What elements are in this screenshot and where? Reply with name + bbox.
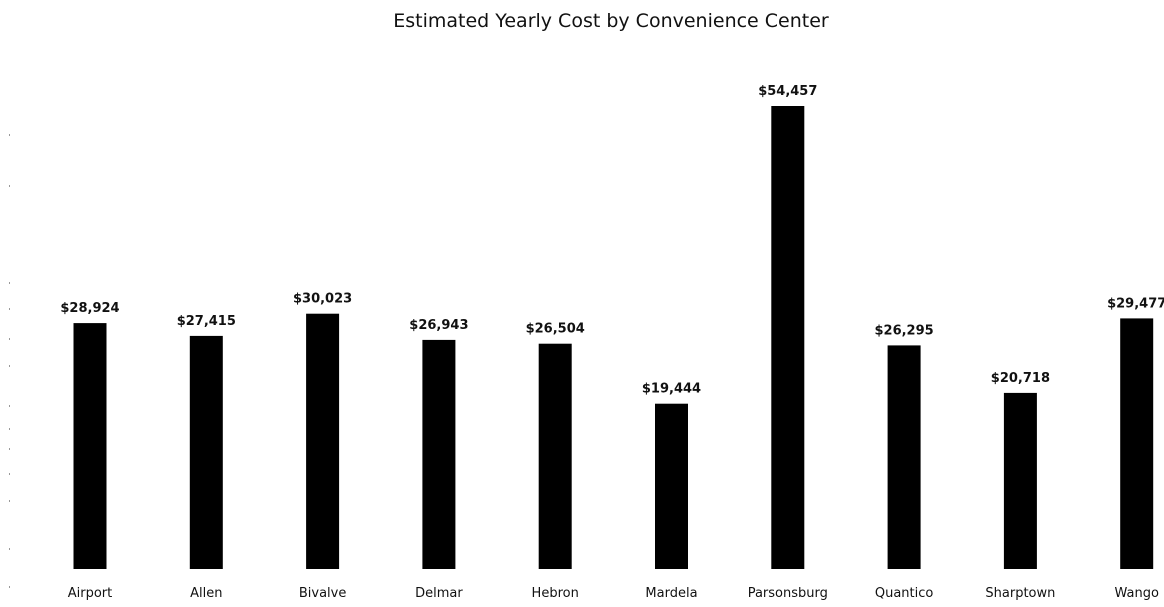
data-label-hebron: $26,504 bbox=[526, 322, 585, 337]
bar-series bbox=[73, 106, 1154, 569]
bar-parsonsburg bbox=[771, 106, 805, 569]
bar-bivalve bbox=[306, 313, 340, 569]
left-edge-marks bbox=[9, 134, 10, 588]
bar-mardela bbox=[655, 403, 688, 569]
category-axis-labels: Airport Allen Bivalve Delmar Hebron Mardela Pa… bbox=[68, 586, 1159, 601]
category-label-sharptown: Sharptown bbox=[985, 586, 1055, 601]
bar-airport bbox=[73, 323, 107, 569]
scan-mark bbox=[9, 134, 10, 136]
scan-mark bbox=[9, 500, 10, 502]
data-label-delmar: $26,943 bbox=[409, 318, 468, 333]
scan-mark bbox=[9, 586, 10, 588]
data-label-airport: $28,924 bbox=[60, 301, 119, 316]
chart-title: Estimated Yearly Cost by Convenience Cen… bbox=[393, 10, 829, 32]
bar-wango bbox=[1120, 318, 1154, 569]
bar-sharptown bbox=[1003, 392, 1037, 569]
scan-mark bbox=[9, 473, 10, 475]
scan-mark bbox=[9, 185, 10, 187]
scan-mark bbox=[9, 405, 10, 407]
data-label-allen: $27,415 bbox=[177, 314, 236, 329]
bar-delmar bbox=[422, 339, 456, 569]
category-label-quantico: Quantico bbox=[875, 586, 934, 601]
bar-quantico bbox=[887, 345, 921, 569]
data-label-sharptown: $20,718 bbox=[991, 371, 1050, 386]
scan-mark bbox=[9, 338, 10, 340]
category-label-hebron: Hebron bbox=[532, 586, 579, 601]
scan-mark bbox=[9, 282, 10, 284]
scan-mark bbox=[9, 308, 10, 310]
data-label-quantico: $26,295 bbox=[874, 323, 933, 338]
category-label-wango: Wango bbox=[1114, 586, 1158, 601]
bar-allen bbox=[189, 335, 223, 569]
data-label-wango: $29,477 bbox=[1107, 296, 1164, 311]
category-label-delmar: Delmar bbox=[415, 586, 463, 601]
data-label-group: $28,924 $27,415 $30,023 $26,943 $26,504 $19,4… bbox=[60, 84, 1164, 397]
scan-mark bbox=[9, 365, 10, 367]
data-label-mardela: $19,444 bbox=[642, 382, 701, 397]
category-label-airport: Airport bbox=[68, 586, 113, 601]
scan-mark bbox=[9, 428, 10, 430]
category-label-mardela: Mardela bbox=[645, 586, 697, 601]
category-label-bivalve: Bivalve bbox=[299, 586, 347, 601]
scan-mark bbox=[9, 548, 10, 550]
category-label-parsonsburg: Parsonsburg bbox=[748, 586, 828, 601]
bar-hebron bbox=[538, 343, 572, 569]
category-label-allen: Allen bbox=[190, 586, 222, 601]
data-label-parsonsburg: $54,457 bbox=[758, 84, 817, 99]
scan-mark bbox=[9, 448, 10, 450]
data-label-bivalve: $30,023 bbox=[293, 292, 352, 307]
